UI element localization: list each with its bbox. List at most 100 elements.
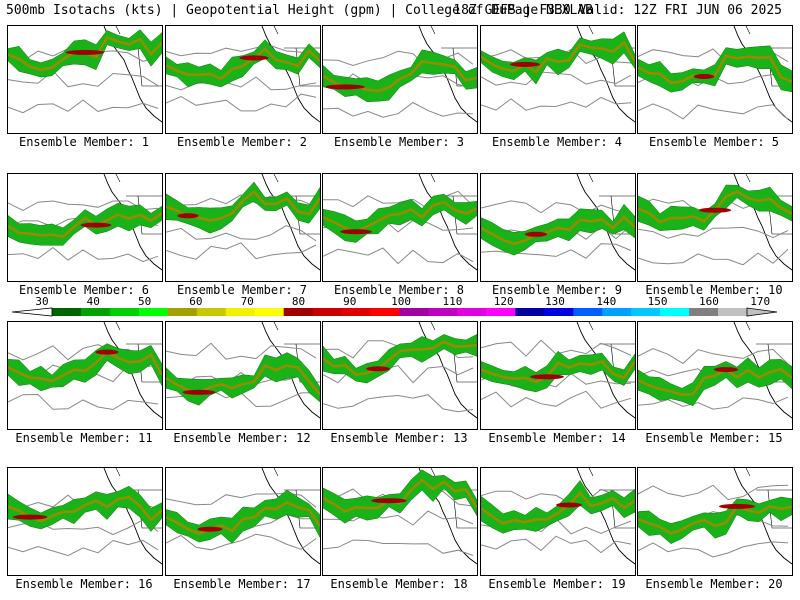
ensemble-member-map: [480, 25, 636, 134]
height-contour: [638, 103, 789, 120]
ensemble-member-map: [7, 321, 163, 430]
jet-max: [556, 502, 582, 508]
colorbar-tick-label: 130: [545, 295, 565, 308]
jet-max: [340, 229, 372, 235]
map-header: 500mb Isotachs (kts) | Geopotential Heig…: [0, 0, 800, 22]
height-contour: [481, 488, 632, 506]
jet-stream-band: [638, 45, 792, 93]
colorbar-tick-label: 170: [750, 295, 771, 308]
colorbar-swatch: [544, 308, 574, 316]
colorbar-tick-label: 150: [647, 295, 668, 308]
colorbar-swatch: [631, 308, 661, 316]
jet-stream-band: [166, 181, 320, 234]
ensemble-member-label: Ensemble Member: 18: [330, 577, 468, 591]
jet-max: [182, 389, 216, 395]
ensemble-member-map: [637, 25, 793, 134]
height-contour: [481, 390, 632, 409]
height-contour: [166, 225, 317, 242]
ensemble-member-map: [7, 467, 163, 576]
colorbar-swatch: [689, 308, 719, 316]
jet-max: [366, 366, 390, 372]
jet-max: [65, 49, 105, 55]
height-contour: [638, 226, 789, 239]
height-contour: [323, 101, 474, 118]
colorbar-swatch: [399, 308, 429, 316]
jet-max: [197, 526, 223, 532]
jet-core: [323, 478, 477, 513]
colorbar-swatch: [138, 308, 169, 316]
height-contour: [8, 393, 159, 411]
colorbar-tick-label: 100: [391, 295, 412, 308]
colorbar-swatch: [52, 308, 82, 316]
ensemble-member-map: [480, 467, 636, 576]
height-contour: [166, 533, 317, 551]
jet-stream-band: [166, 352, 320, 406]
height-contour: [323, 539, 474, 556]
colorbar-swatch: [515, 308, 545, 316]
height-contour: [481, 200, 632, 215]
ensemble-member-map: [165, 321, 321, 430]
ensemble-member-map: [637, 173, 793, 282]
height-contour: [166, 45, 317, 57]
ensemble-member-label: Ensemble Member: 15: [645, 431, 783, 445]
jet-core: [638, 54, 792, 85]
height-contour: [481, 243, 632, 259]
coastline: [418, 26, 477, 123]
political-border: [588, 322, 635, 383]
colorbar-swatch: [109, 308, 140, 316]
ensemble-member-map: [165, 173, 321, 282]
ensemble-member-map: [7, 173, 163, 282]
jet-stream-band: [323, 334, 477, 384]
ensemble-member-label: Ensemble Member: 7: [176, 283, 308, 297]
ensemble-member-label: Ensemble Member: 3: [333, 135, 465, 149]
ensemble-member-map: [637, 467, 793, 576]
ensemble-member-label: Ensemble Member: 5: [648, 135, 780, 149]
height-contour: [481, 96, 632, 111]
ensemble-member-map: [165, 25, 321, 134]
jet-core: [481, 40, 635, 74]
colorbar-swatch: [225, 308, 256, 316]
jet-core: [166, 500, 320, 535]
ensemble-member-label: Ensemble Member: 6: [18, 283, 150, 297]
colorbar-swatch: [457, 308, 487, 316]
height-contour: [166, 242, 317, 260]
jet-max: [325, 84, 365, 90]
colorbar-swatch: [602, 308, 632, 316]
colorbar-tick-label: 110: [442, 295, 463, 308]
jet-max: [95, 349, 119, 355]
jet-core: [8, 212, 162, 238]
colorbar-swatch: [486, 308, 516, 316]
height-contour: [481, 535, 632, 554]
colorbar-strip: [11, 307, 778, 317]
jet-stream-band: [481, 479, 635, 534]
jet-max: [713, 367, 739, 373]
height-contour: [8, 99, 159, 114]
height-contour: [8, 246, 159, 263]
height-contour: [323, 190, 474, 210]
colorbar-swatch: [254, 308, 285, 316]
height-contour: [323, 394, 474, 413]
colorbar-tick-label: 60: [189, 295, 203, 308]
ensemble-member-label: Ensemble Member: 16: [15, 577, 153, 591]
ensemble-member-label: Ensemble Member: 4: [491, 135, 623, 149]
jet-stream-band: [323, 193, 477, 243]
height-contour: [638, 347, 789, 365]
ensemble-member-map: [637, 321, 793, 430]
height-contour: [638, 248, 789, 266]
colorbar-swatch: [196, 308, 227, 316]
ensemble-member-label: Ensemble Member: 13: [330, 431, 468, 445]
colorbar-tick-label: 90: [343, 295, 357, 308]
jet-max: [177, 213, 199, 219]
coastline: [261, 468, 320, 565]
jet-core: [481, 215, 635, 246]
height-contour: [638, 541, 789, 558]
height-contour: [638, 484, 789, 501]
height-contour: [166, 93, 317, 112]
jet-core: [638, 504, 792, 535]
header-title: 500mb Isotachs (kts) | Geopotential Heig…: [6, 3, 593, 18]
height-contour: [638, 396, 789, 410]
jet-max: [530, 374, 564, 380]
colorbar-swatch: [167, 308, 198, 316]
colorbar-swatch: [341, 308, 371, 316]
colorbar-arrow-left: [11, 307, 53, 317]
